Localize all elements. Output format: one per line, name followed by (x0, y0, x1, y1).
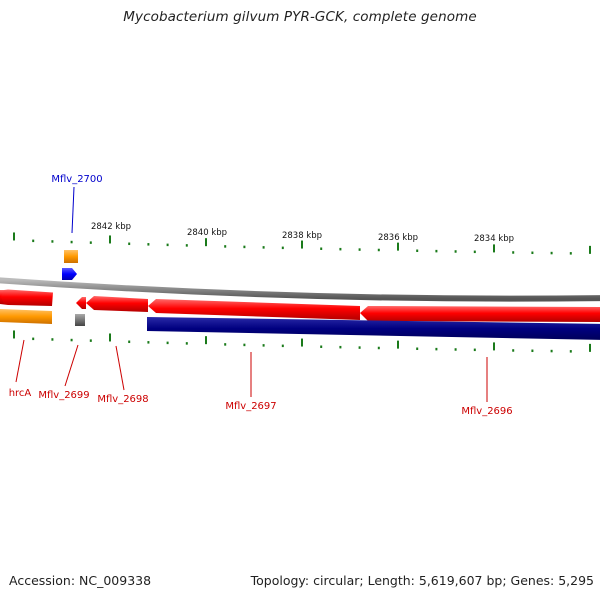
pseudogene-feature[interactable] (75, 314, 85, 326)
minor-tick (358, 248, 361, 251)
minor-tick (550, 349, 553, 353)
gene-label-Mflv_2699[interactable]: Mflv_2699 (38, 390, 89, 401)
minor-tick (454, 348, 457, 351)
minor-tick (128, 242, 131, 246)
major-tick (109, 235, 111, 244)
minor-tick (147, 243, 150, 246)
coord-label-2842: 2842 kbp (91, 222, 131, 232)
gene-fragment-feature[interactable] (0, 290, 4, 304)
major-tick (397, 242, 399, 251)
minor-tick (262, 344, 265, 347)
minor-tick (243, 245, 246, 249)
gene-label-Mflv_2698[interactable]: Mflv_2698 (97, 394, 148, 405)
leader-line-Mflv_2699 (64, 344, 79, 387)
gene-label-Mflv_2700[interactable]: Mflv_2700 (51, 174, 102, 185)
major-tick (397, 340, 399, 349)
gene-label-Mflv_2697[interactable]: Mflv_2697 (225, 401, 276, 412)
minor-tick (70, 338, 73, 342)
minor-tick (262, 246, 265, 249)
minor-tick (377, 248, 380, 252)
minor-tick (569, 350, 572, 353)
minor-tick (89, 339, 92, 342)
coord-label-2834: 2834 kbp (474, 234, 514, 244)
minor-tick (89, 241, 92, 244)
minor-tick (416, 347, 419, 351)
minor-tick (339, 345, 342, 349)
minor-tick (185, 244, 188, 247)
map-title: Mycobacterium gilvum PYR-GCK, complete g… (123, 9, 477, 25)
minor-tick (51, 338, 54, 341)
gene-Mflv_2698-feature[interactable] (86, 296, 148, 312)
leader-line-hrcA (15, 339, 25, 383)
minor-tick (243, 343, 246, 347)
outer-tick-marks (13, 232, 591, 255)
minor-tick (416, 249, 419, 253)
minor-tick (320, 345, 323, 348)
coord-label-2836: 2836 kbp (378, 233, 418, 243)
minor-tick (185, 342, 188, 345)
minor-tick (32, 239, 35, 243)
minor-tick (281, 246, 284, 250)
coord-label-2840: 2840 kbp (187, 228, 227, 238)
rna-feature-left[interactable] (0, 309, 52, 324)
minor-tick (51, 240, 54, 243)
major-tick (589, 245, 591, 254)
minor-tick (569, 252, 572, 255)
accession-text: Accession: NC_009338 (9, 573, 152, 588)
minor-tick (147, 341, 150, 344)
major-tick (13, 232, 15, 241)
minor-tick (339, 247, 342, 251)
genome-backbone (0, 277, 600, 302)
minor-tick (377, 346, 380, 350)
gene-Mflv_2696-feature[interactable] (360, 306, 600, 322)
major-tick (13, 330, 15, 339)
minor-tick (358, 346, 361, 349)
gene-hrcA-feature[interactable] (0, 289, 53, 307)
minor-tick (512, 251, 515, 254)
major-tick (205, 336, 207, 345)
leader-line-Mflv_2700 (71, 186, 75, 234)
minor-tick (512, 349, 515, 352)
inner-tick-marks (13, 330, 591, 353)
genome-summary: Topology: circular; Length: 5,619,607 bp… (250, 573, 594, 588)
gene-Mflv_2697-feature[interactable] (148, 299, 360, 320)
leader-line-Mflv_2698 (115, 345, 125, 391)
minor-tick (435, 347, 438, 351)
minor-tick (281, 344, 284, 348)
minor-tick (531, 251, 534, 255)
coord-label-2838: 2838 kbp (282, 231, 322, 241)
minor-tick (166, 341, 169, 345)
major-tick (493, 342, 495, 351)
minor-tick (32, 337, 35, 341)
minor-tick (454, 250, 457, 253)
major-tick (493, 244, 495, 253)
minor-tick (435, 249, 438, 253)
minor-tick (224, 245, 227, 248)
minor-tick (531, 349, 534, 353)
major-tick (589, 343, 591, 352)
minor-tick (473, 348, 476, 352)
rna-feature-top[interactable] (64, 250, 78, 263)
minor-tick (70, 240, 73, 244)
major-tick (205, 238, 207, 247)
major-tick (301, 240, 303, 249)
minor-tick (128, 340, 131, 344)
minor-tick (224, 343, 227, 346)
gene-Mflv_2700-feature[interactable] (62, 268, 77, 280)
minor-tick (550, 251, 553, 255)
minor-tick (320, 247, 323, 250)
major-tick (109, 333, 111, 342)
minor-tick (166, 243, 169, 247)
gene-Mflv_2699-feature[interactable] (76, 297, 86, 309)
gene-label-hrcA[interactable]: hrcA (9, 388, 32, 399)
minor-tick (473, 250, 476, 254)
major-tick (301, 338, 303, 347)
reverse-strand-feature[interactable] (147, 317, 600, 340)
gene-label-Mflv_2696[interactable]: Mflv_2696 (461, 406, 512, 417)
